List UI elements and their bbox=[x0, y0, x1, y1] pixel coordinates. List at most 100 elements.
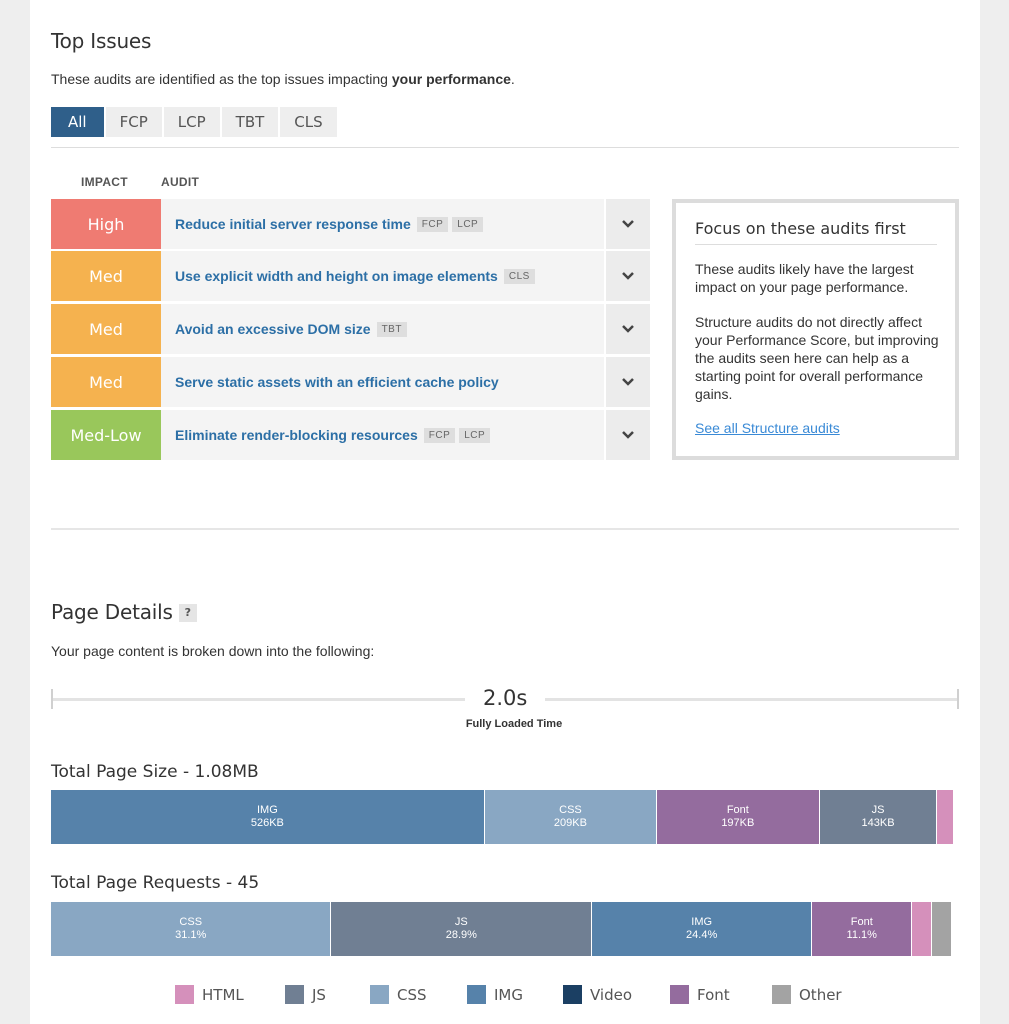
chevron-down-icon bbox=[622, 220, 634, 228]
audit-title[interactable]: Eliminate render-blocking resources bbox=[175, 427, 418, 443]
img-segment[interactable]: IMG 526KB bbox=[51, 790, 485, 844]
audit-row[interactable]: Med Use explicit width and height on ima… bbox=[51, 251, 650, 301]
impact-badge: Med bbox=[51, 304, 161, 354]
legend-label: Font bbox=[697, 985, 730, 1004]
legend-swatch bbox=[285, 985, 304, 1004]
focus-paragraph: Structure audits do not directly affect … bbox=[695, 314, 939, 402]
legend-swatch bbox=[370, 985, 389, 1004]
legend-label: JS bbox=[312, 985, 326, 1004]
description-bold: your performance bbox=[391, 71, 511, 87]
legend-label: HTML bbox=[202, 985, 244, 1004]
focus-paragraph: These audits likely have the largest imp… bbox=[695, 261, 914, 295]
audit-cell: Serve static assets with an efficient ca… bbox=[161, 357, 604, 407]
audit-row[interactable]: Med-Low Eliminate render-blocking resour… bbox=[51, 410, 650, 460]
fully-loaded-label: Fully Loaded Time bbox=[465, 718, 563, 730]
expand-toggle[interactable] bbox=[606, 304, 650, 354]
expand-toggle[interactable] bbox=[606, 357, 650, 407]
page-details-title: Page Details? bbox=[51, 600, 197, 624]
total-page-size-title: Total Page Size - 1.08MB bbox=[51, 762, 259, 782]
expand-toggle[interactable] bbox=[606, 199, 650, 249]
chevron-down-icon bbox=[622, 431, 634, 439]
js-segment[interactable]: JS 143KB bbox=[819, 790, 938, 844]
audit-row[interactable]: Med Serve static assets with an efficien… bbox=[51, 357, 650, 407]
tab-lcp[interactable]: LCP bbox=[163, 107, 220, 137]
css-segment[interactable]: CSS 31.1% bbox=[51, 902, 332, 956]
font-segment[interactable]: Font 197KB bbox=[657, 790, 820, 844]
font-segment[interactable]: Font 11.1% bbox=[812, 902, 913, 956]
segment-label: IMG bbox=[691, 916, 713, 928]
segment-label: Font bbox=[726, 804, 749, 816]
segment-value: 197KB bbox=[721, 817, 755, 829]
legend-swatch bbox=[175, 985, 194, 1004]
other-segment[interactable] bbox=[932, 902, 952, 956]
legend-item-img: IMG bbox=[467, 985, 523, 1004]
legend-swatch bbox=[772, 985, 791, 1004]
page-details-title-text: Page Details bbox=[51, 600, 173, 624]
tab-tbt[interactable]: TBT bbox=[221, 107, 279, 137]
audit-cell: Avoid an excessive DOM size TBT bbox=[161, 304, 604, 354]
tab-all[interactable]: All bbox=[51, 107, 104, 137]
focus-callout: Focus on these audits first These audits… bbox=[672, 199, 959, 460]
audit-cell: Reduce initial server response time FCP … bbox=[161, 199, 604, 249]
css-segment[interactable]: CSS 209KB bbox=[484, 790, 658, 844]
description-suffix: . bbox=[510, 71, 515, 87]
legend-item-font: Font bbox=[670, 985, 730, 1004]
legend-label: Video bbox=[590, 985, 633, 1004]
audit-title[interactable]: Use explicit width and height on image e… bbox=[175, 268, 498, 284]
report-card: Top Issues These audits are identified a… bbox=[30, 0, 980, 1024]
audit-title[interactable]: Reduce initial server response time bbox=[175, 216, 411, 232]
segment-label: Font bbox=[850, 916, 873, 928]
other-segment[interactable] bbox=[912, 902, 933, 956]
legend-swatch bbox=[563, 985, 582, 1004]
segment-value: 31.1% bbox=[175, 929, 207, 941]
metric-tag: LCP bbox=[452, 216, 484, 232]
legend-label: Other bbox=[799, 985, 842, 1004]
legend-swatch bbox=[670, 985, 689, 1004]
divider bbox=[51, 147, 959, 148]
img-segment[interactable]: IMG 24.4% bbox=[592, 902, 813, 956]
impact-badge: High bbox=[51, 199, 161, 249]
description-text: These audits are identified as the top i… bbox=[51, 71, 392, 87]
legend-item-html: HTML bbox=[175, 985, 244, 1004]
focus-title: Focus on these audits first bbox=[695, 219, 937, 245]
metric-tag: LCP bbox=[459, 427, 491, 443]
metric-tag: FCP bbox=[423, 427, 456, 443]
legend-item-video: Video bbox=[563, 985, 632, 1004]
segment-label: CSS bbox=[559, 804, 582, 816]
see-all-structure-audits-link[interactable]: See all Structure audits bbox=[695, 420, 840, 436]
tab-fcp[interactable]: FCP bbox=[105, 107, 162, 137]
metric-filter-tabs: All FCP LCP TBT CLS bbox=[51, 107, 337, 137]
impact-badge: Med bbox=[51, 251, 161, 301]
audit-title[interactable]: Serve static assets with an efficient ca… bbox=[175, 374, 499, 390]
page-size-bar: IMG 526KB CSS 209KB Font 197KB JS 143KB bbox=[51, 790, 954, 844]
other-segment[interactable] bbox=[937, 790, 954, 844]
segment-value: 209KB bbox=[553, 817, 587, 829]
top-issues-description: These audits are identified as the top i… bbox=[51, 71, 515, 87]
segment-value: 143KB bbox=[861, 817, 895, 829]
timeline-line bbox=[53, 698, 465, 701]
legend-item-js: JS bbox=[285, 985, 326, 1004]
chevron-down-icon bbox=[622, 325, 634, 333]
segment-label: JS bbox=[454, 916, 468, 928]
timeline-line bbox=[545, 698, 957, 701]
impact-badge: Med-Low bbox=[51, 410, 161, 460]
segment-value: 526KB bbox=[250, 817, 284, 829]
segment-value: 28.9% bbox=[445, 929, 477, 941]
metric-tag: TBT bbox=[376, 321, 407, 337]
segment-value: 24.4% bbox=[686, 929, 718, 941]
audit-cell: Use explicit width and height on image e… bbox=[161, 251, 604, 301]
audit-title[interactable]: Avoid an excessive DOM size bbox=[175, 321, 371, 337]
total-page-requests-title: Total Page Requests - 45 bbox=[51, 873, 260, 893]
expand-toggle[interactable] bbox=[606, 251, 650, 301]
js-segment[interactable]: JS 28.9% bbox=[331, 902, 593, 956]
help-icon[interactable]: ? bbox=[178, 604, 197, 622]
metric-tag: FCP bbox=[416, 216, 449, 232]
impact-badge: Med bbox=[51, 357, 161, 407]
audit-row[interactable]: High Reduce initial server response time… bbox=[51, 199, 650, 249]
chevron-down-icon bbox=[622, 378, 634, 386]
expand-toggle[interactable] bbox=[606, 410, 650, 460]
tab-cls[interactable]: CLS bbox=[280, 107, 337, 137]
legend-swatch bbox=[467, 985, 486, 1004]
timeline-start-cap bbox=[51, 689, 53, 709]
audit-row[interactable]: Med Avoid an excessive DOM size TBT bbox=[51, 304, 650, 354]
